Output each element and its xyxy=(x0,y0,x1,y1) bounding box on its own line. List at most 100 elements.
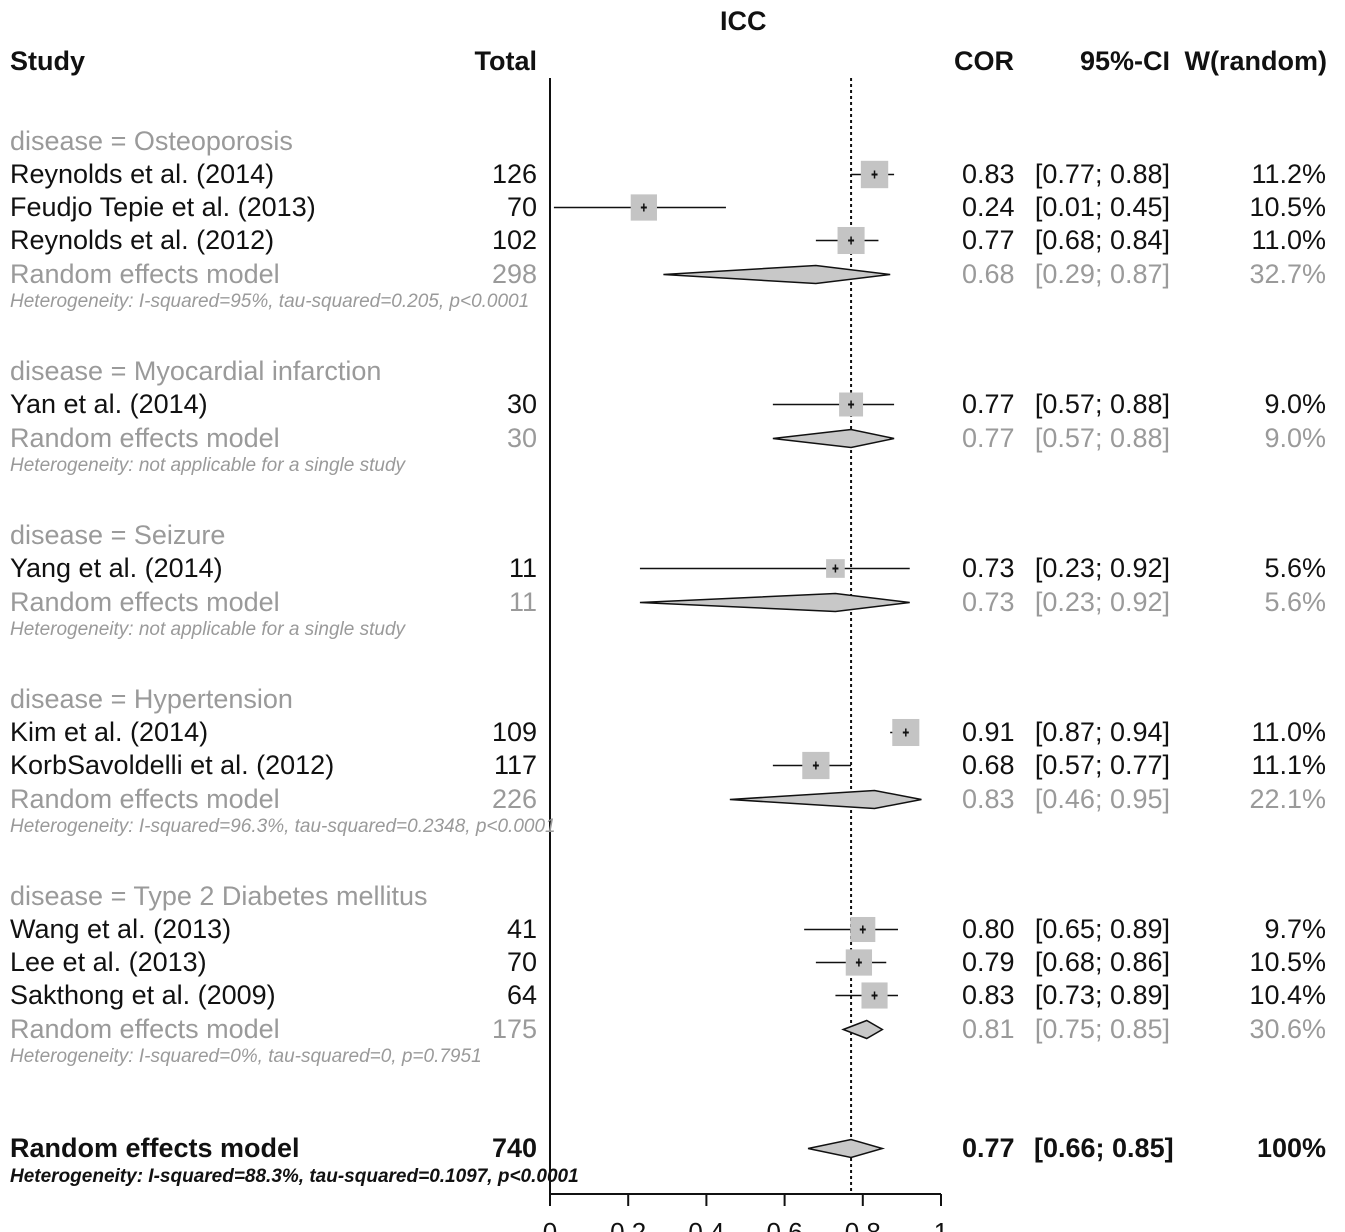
study-name: Yan et al. (2014) xyxy=(10,389,208,419)
study-total: 117 xyxy=(493,750,537,780)
pooled-total: 298 xyxy=(491,259,537,289)
study-ci: [0.87; 0.94] xyxy=(1034,717,1170,747)
study-ci: [0.68; 0.84] xyxy=(1034,225,1170,255)
pooled-label: Random effects model xyxy=(10,423,280,453)
pooled-weight: 22.1% xyxy=(1249,784,1326,814)
study-ci: [0.57; 0.88] xyxy=(1034,389,1170,419)
overall-cor: 0.77 xyxy=(962,1133,1015,1163)
study-ci: [0.65; 0.89] xyxy=(1034,914,1170,944)
pooled-weight: 30.6% xyxy=(1249,1014,1326,1044)
study-total: 64 xyxy=(506,980,537,1010)
subgroup-label: disease = Type 2 Diabetes mellitus xyxy=(10,881,428,911)
study-ci: [0.77; 0.88] xyxy=(1034,159,1170,189)
pooled-cor: 0.83 xyxy=(962,784,1015,814)
study-name: Reynolds et al. (2014) xyxy=(10,159,275,189)
study-cor: 0.79 xyxy=(962,947,1015,977)
pooled-ci: [0.57; 0.88] xyxy=(1034,423,1170,453)
study-total: 126 xyxy=(491,159,537,189)
x-tick-label: 0.2 xyxy=(610,1217,646,1232)
study-ci: [0.57; 0.77] xyxy=(1034,750,1170,780)
column-header-ci: 95%-CI xyxy=(1079,46,1170,76)
study-total: 11 xyxy=(508,553,537,583)
pooled-ci: [0.29; 0.87] xyxy=(1034,259,1170,289)
pooled-weight: 9.0% xyxy=(1264,423,1326,453)
study-weight: 11.0% xyxy=(1251,225,1326,255)
study-name: Lee et al. (2013) xyxy=(10,947,207,977)
study-weight: 10.5% xyxy=(1249,192,1326,222)
study-ci: [0.01; 0.45] xyxy=(1034,192,1170,222)
study-cor: 0.77 xyxy=(962,389,1015,419)
column-header-total: Total xyxy=(474,46,538,76)
study-name: KorbSavoldelli et al. (2012) xyxy=(10,750,335,780)
x-tick-label: 0.4 xyxy=(688,1217,724,1232)
heterogeneity-note: Heterogeneity: I-squared=0%, tau-squared… xyxy=(10,1046,482,1067)
pooled-weight: 5.6% xyxy=(1264,587,1326,617)
study-total: 41 xyxy=(506,914,537,944)
x-tick-label: 0.6 xyxy=(767,1217,803,1232)
pooled-cor: 0.81 xyxy=(962,1014,1015,1044)
study-name: Wang et al. (2013) xyxy=(10,914,232,944)
column-header-cor: COR xyxy=(954,46,1014,76)
pooled-ci: [0.75; 0.85] xyxy=(1034,1014,1170,1044)
subgroup-diamond xyxy=(639,592,910,613)
study-ci: [0.73; 0.89] xyxy=(1034,980,1170,1010)
overall-label: Random effects model xyxy=(10,1133,300,1163)
study-weight: 5.6% xyxy=(1264,553,1326,583)
study-name: Feudjo Tepie et al. (2013) xyxy=(10,192,316,222)
study-weight: 10.5% xyxy=(1249,947,1326,977)
overall-weight: 100% xyxy=(1256,1133,1326,1163)
study-weight: 9.7% xyxy=(1264,914,1326,944)
study-weight: 10.4% xyxy=(1249,980,1326,1010)
pooled-cor: 0.68 xyxy=(962,259,1015,289)
overall-diamond xyxy=(807,1138,886,1159)
study-total: 30 xyxy=(506,389,537,419)
heterogeneity-note: Heterogeneity: not applicable for a sing… xyxy=(10,619,406,640)
subgroup-label: disease = Hypertension xyxy=(10,684,293,714)
study-total: 109 xyxy=(491,717,537,747)
overall-total: 740 xyxy=(491,1133,537,1163)
study-weight: 11.2% xyxy=(1251,159,1326,189)
subgroup-diamond xyxy=(729,789,922,810)
subgroup-diamond xyxy=(663,264,891,285)
study-weight: 11.0% xyxy=(1251,717,1326,747)
overall-ci: [0.66; 0.85] xyxy=(1034,1133,1174,1163)
pooled-ci: [0.23; 0.92] xyxy=(1034,587,1170,617)
pooled-label: Random effects model xyxy=(10,259,280,289)
subgroup-label: disease = Osteoporosis xyxy=(10,126,293,156)
study-total: 70 xyxy=(506,947,537,977)
study-cor: 0.83 xyxy=(962,980,1015,1010)
pooled-cor: 0.73 xyxy=(962,587,1015,617)
study-name: Yang et al. (2014) xyxy=(10,553,223,583)
study-name: Reynolds et al. (2012) xyxy=(10,225,275,255)
heterogeneity-note: Heterogeneity: not applicable for a sing… xyxy=(10,455,406,476)
study-weight: 11.1% xyxy=(1251,750,1326,780)
study-total: 102 xyxy=(491,225,537,255)
x-tick-label: 0 xyxy=(543,1217,557,1232)
study-weight: 9.0% xyxy=(1264,389,1326,419)
subgroup-label: disease = Seizure xyxy=(10,520,226,550)
pooled-cor: 0.77 xyxy=(962,423,1015,453)
overall-heterogeneity-note: Heterogeneity: I-squared=88.3%, tau-squa… xyxy=(10,1166,579,1187)
pooled-weight: 32.7% xyxy=(1249,259,1326,289)
subgroup-label: disease = Myocardial infarction xyxy=(10,356,382,386)
pooled-total: 11 xyxy=(508,587,537,617)
column-header-weight: W(random) xyxy=(1184,46,1327,76)
heterogeneity-note: Heterogeneity: I-squared=95%, tau-square… xyxy=(10,291,530,312)
study-name: Kim et al. (2014) xyxy=(10,717,209,747)
pooled-total: 226 xyxy=(491,784,537,814)
study-cor: 0.83 xyxy=(962,159,1015,189)
pooled-total: 30 xyxy=(506,423,537,453)
plot-title: ICC xyxy=(720,6,767,36)
study-total: 70 xyxy=(506,192,537,222)
pooled-label: Random effects model xyxy=(10,1014,280,1044)
subgroup-diamond xyxy=(841,1019,884,1040)
study-name: Sakthong et al. (2009) xyxy=(10,980,276,1010)
study-cor: 0.73 xyxy=(962,553,1015,583)
pooled-label: Random effects model xyxy=(10,587,280,617)
pooled-total: 175 xyxy=(491,1014,537,1044)
subgroup-diamond xyxy=(772,428,895,449)
x-tick-label: 1 xyxy=(934,1217,948,1232)
x-tick-label: 0.8 xyxy=(845,1217,881,1232)
